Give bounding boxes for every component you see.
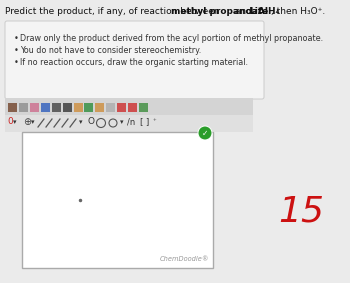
Text: O: O [87, 117, 94, 127]
Text: ▾: ▾ [120, 119, 124, 125]
Circle shape [198, 126, 212, 140]
Text: , then H₃O⁺.: , then H₃O⁺. [271, 7, 326, 16]
Text: 0: 0 [7, 117, 13, 127]
FancyBboxPatch shape [5, 21, 264, 99]
Text: Draw only the product derived from the acyl portion of methyl propanoate.: Draw only the product derived from the a… [20, 34, 323, 43]
Bar [117, 103, 126, 112]
Bar [5, 115, 253, 132]
Text: LiAlH₄: LiAlH₄ [250, 7, 280, 16]
Text: ▾: ▾ [79, 119, 83, 125]
Bar [95, 103, 104, 112]
Bar [74, 103, 83, 112]
Text: If no reaction occurs, draw the organic starting material.: If no reaction occurs, draw the organic … [20, 58, 248, 67]
Bar [30, 103, 39, 112]
Bar [139, 103, 148, 112]
Bar [106, 103, 115, 112]
Bar [84, 103, 93, 112]
Bar [8, 103, 17, 112]
Text: ChemDoodle®: ChemDoodle® [160, 256, 209, 262]
Text: •: • [14, 46, 19, 55]
Bar [41, 103, 50, 112]
Text: and: and [232, 7, 255, 16]
Text: 15: 15 [278, 194, 324, 228]
Text: •: • [14, 58, 19, 67]
Text: Predict the product, if any, of reaction between: Predict the product, if any, of reaction… [5, 7, 223, 16]
Bar [52, 103, 61, 112]
Bar [19, 103, 28, 112]
Text: /n: /n [127, 117, 135, 127]
Text: ▾: ▾ [13, 119, 16, 125]
Text: You do not have to consider stereochemistry.: You do not have to consider stereochemis… [20, 46, 201, 55]
Text: [ ]: [ ] [140, 117, 149, 127]
Text: ✓: ✓ [202, 128, 208, 138]
Text: ⊕: ⊕ [23, 117, 31, 127]
Text: ▾: ▾ [31, 119, 35, 125]
Text: •: • [14, 34, 19, 43]
Bar [63, 103, 72, 112]
Text: ⁺: ⁺ [153, 119, 157, 125]
Text: methyl propanoate: methyl propanoate [170, 7, 268, 16]
Bar [22, 132, 213, 268]
Bar [5, 98, 253, 115]
Bar [128, 103, 137, 112]
